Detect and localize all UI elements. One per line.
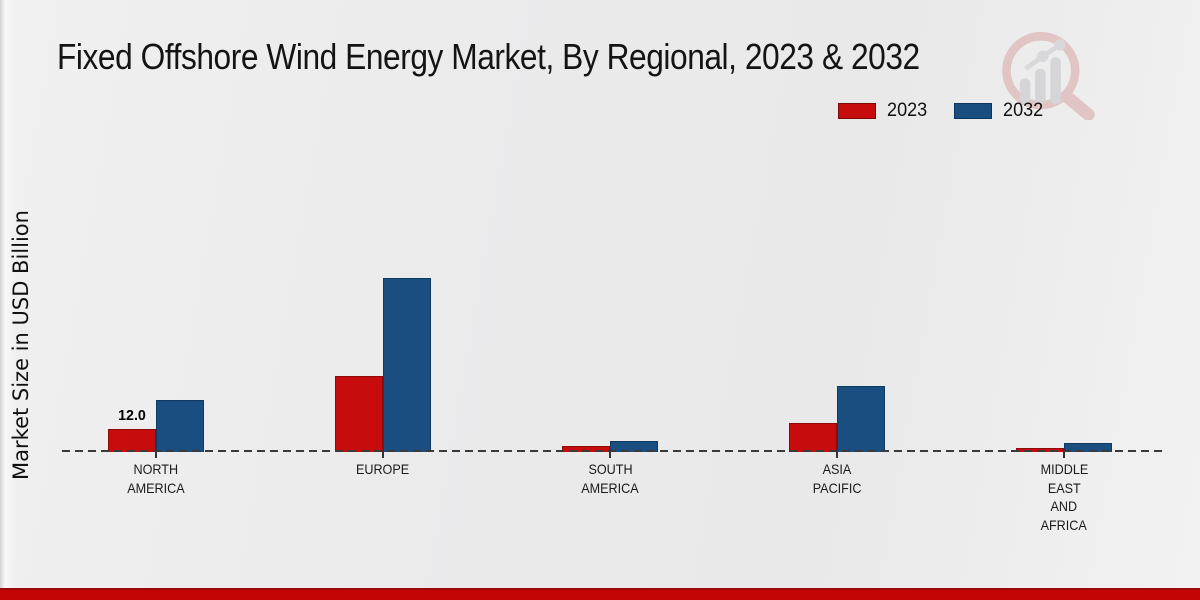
category-label-line: MIDDLE [1040,461,1088,477]
x-axis-baseline [62,450,1167,452]
category-label-line: ASIA [822,461,852,477]
category-label-line: EUROPE [356,461,410,477]
legend-item-2032: 2032 [954,100,1044,122]
legend-swatch-2032 [954,103,993,119]
category-label-line: NORTH [133,461,179,477]
bar-2023-north-america [108,429,156,452]
category-label-asia-pacific: ASIA PACIFIC [757,460,917,497]
legend-label-2023: 2023 [887,100,928,121]
category-label-line: SOUTH [587,461,633,477]
bar-2032-middle-east-and-africa [1064,442,1112,452]
bar-2032-south-america [610,440,658,452]
category-label-line: AMERICA [581,479,639,496]
category-label-south-america: SOUTH AMERICA [530,460,690,497]
category-label-line: AMERICA [127,479,185,496]
bar-2023-middle-east-and-africa [1016,447,1064,452]
x-axis-tick-europe [382,452,384,458]
category-label-line: PACIFIC [812,479,862,496]
category-label-line: EAST [1047,479,1081,496]
category-label-europe: EUROPE [303,460,463,479]
footer-accent-band [0,588,1200,600]
category-label-line: AND [1050,498,1078,514]
chart-title: Fixed Offshore Wind Energy Market, By Re… [57,36,920,77]
bar-2032-europe [383,278,431,452]
legend-label-2032: 2032 [1003,100,1044,121]
legend: 2023 2032 [838,100,1045,122]
x-axis-tick-south-america [609,452,611,458]
bar-2023-south-america [562,445,610,452]
legend-item-2023: 2023 [838,100,928,122]
category-label-middle-east-and-africa: MIDDLE EAST AND AFRICA [984,460,1144,534]
x-axis-tick-middle-east-and-africa [1063,452,1065,458]
bar-value-label-north-america: 12.0 [118,407,146,424]
bar-2032-asia-pacific [837,385,885,452]
category-label-north-america: NORTH AMERICA [76,460,236,497]
magnifier-bar-chart-logo-icon [1002,31,1095,120]
bar-2023-europe [335,375,383,452]
category-label-line: AFRICA [1040,516,1088,533]
x-axis-tick-asia-pacific [836,452,838,458]
bar-2032-north-america [156,399,204,452]
legend-swatch-2023 [838,103,876,119]
x-axis-tick-north-america [155,452,157,458]
bar-2023-asia-pacific [789,422,837,452]
